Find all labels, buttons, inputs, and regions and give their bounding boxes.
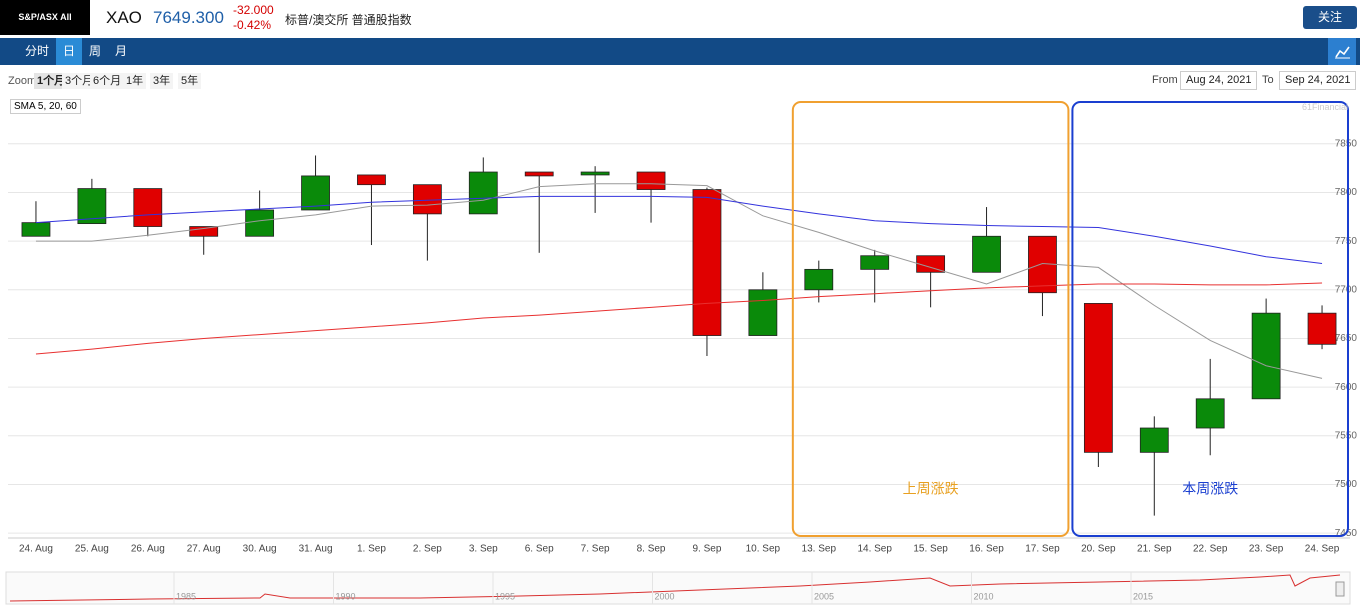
- candle-body: [580, 171, 610, 176]
- y-tick-label: 7500: [1335, 479, 1358, 490]
- follow-button[interactable]: 关注: [1303, 6, 1357, 29]
- y-tick-label: 7850: [1335, 138, 1358, 149]
- candle-body: [692, 189, 722, 336]
- y-tick-label: 7550: [1335, 430, 1358, 441]
- candle-body: [916, 255, 946, 273]
- tab[interactable]: 分时: [24, 44, 49, 58]
- candle-body: [1083, 303, 1113, 453]
- icon: [1335, 46, 1350, 59]
- candle-body: [860, 255, 890, 270]
- x-tick-label: 10. Sep: [746, 544, 781, 555]
- annotation-text: 本周涨跌: [1182, 481, 1238, 497]
- candle-body: [301, 175, 330, 211]
- x-tick-label: 7. Sep: [581, 544, 610, 555]
- x-tick-label: 27. Aug: [187, 544, 221, 555]
- y-tick-label: 7650: [1335, 333, 1358, 344]
- zoom-button[interactable]: 1年: [123, 73, 147, 89]
- sma-line: [35, 195, 1323, 265]
- indicator-label: SMA 5, 20, 60: [10, 99, 81, 114]
- tab[interactable]: 月: [114, 44, 127, 58]
- annotation-box: [791, 101, 1070, 537]
- x-tick-label: 2. Sep: [413, 544, 442, 555]
- y-tick-label: 7700: [1335, 284, 1358, 295]
- navigator-label: 2015: [1133, 591, 1153, 601]
- x-tick-label: 31. Aug: [299, 544, 333, 555]
- navigator-handle[interactable]: [1335, 581, 1345, 597]
- navigator-label: 2005: [814, 591, 834, 601]
- candle-body: [1195, 398, 1225, 429]
- x-tick-label: 30. Aug: [243, 544, 277, 555]
- y-tick-label: 7800: [1335, 187, 1358, 198]
- x-tick-label: 17. Sep: [1025, 544, 1060, 555]
- navigator-label: 1995: [495, 591, 515, 601]
- navigator-label: 2000: [654, 591, 674, 601]
- x-tick-label: 21. Sep: [1137, 544, 1172, 555]
- sma-line: [35, 183, 1323, 379]
- candle-body: [245, 209, 275, 237]
- zoom-button[interactable]: 3年: [150, 73, 174, 89]
- zoom-button[interactable]: 5年: [178, 73, 202, 89]
- zoom-label: Zoom: [8, 75, 37, 87]
- candle-body: [133, 188, 163, 227]
- x-tick-label: 22. Sep: [1193, 544, 1228, 555]
- candle-body: [748, 289, 778, 336]
- to-date[interactable]: Sep 24, 2021: [1279, 71, 1357, 90]
- zoom-button[interactable]: 1个月: [34, 73, 69, 89]
- candle-body: [357, 174, 386, 186]
- x-tick-label: 24. Sep: [1305, 544, 1340, 555]
- change-pct: -0.42%: [233, 18, 272, 32]
- annotation-text: 上周涨跌: [903, 481, 959, 497]
- x-tick-label: 3. Sep: [469, 544, 498, 555]
- x-tick-label: 25. Aug: [75, 544, 109, 555]
- tab[interactable]: 周: [88, 44, 101, 58]
- full-name: 标普/澳交所 普通股指数: [285, 13, 412, 27]
- x-tick-label: 15. Sep: [913, 544, 948, 555]
- x-tick-label: 23. Sep: [1249, 544, 1284, 555]
- candle-body: [524, 171, 554, 177]
- x-tick-label: 16. Sep: [969, 544, 1004, 555]
- candle-body: [21, 222, 51, 237]
- tab[interactable]: 日: [56, 38, 82, 65]
- watermark: 61Financial: [1302, 102, 1349, 112]
- change: -32.000: [233, 3, 274, 17]
- navigator-label: 2010: [973, 591, 993, 601]
- candle-body: [972, 235, 1001, 273]
- from-label: From: [1152, 74, 1178, 86]
- x-tick-label: 9. Sep: [692, 544, 721, 555]
- y-tick-label: 7600: [1335, 382, 1358, 393]
- x-tick-label: 13. Sep: [802, 544, 837, 555]
- candle-body: [412, 184, 442, 215]
- x-tick-label: 20. Sep: [1081, 544, 1116, 555]
- x-tick-label: 26. Aug: [131, 544, 165, 555]
- x-tick-label: 14. Sep: [857, 544, 892, 555]
- candle-body: [468, 171, 498, 215]
- candle-body: [636, 171, 666, 190]
- annotation-box: [1071, 101, 1349, 537]
- candle-body: [1251, 312, 1281, 400]
- zoom-button[interactable]: 6个月: [90, 73, 125, 89]
- chart-icon[interactable]: [1328, 38, 1356, 65]
- y-tick-label: 7750: [1335, 236, 1358, 247]
- symbol: XAO: [106, 8, 142, 27]
- zoom-button[interactable]: 3个月: [62, 73, 97, 89]
- nav-bar: [0, 38, 1360, 65]
- x-tick-label: 1. Sep: [357, 544, 386, 555]
- x-tick-label: 6. Sep: [525, 544, 554, 555]
- from-date[interactable]: Aug 24, 2021: [1180, 71, 1258, 90]
- navigator-label: 1990: [335, 591, 355, 601]
- candle-body: [1307, 312, 1337, 345]
- candle-body: [189, 226, 219, 237]
- candle-body: [804, 268, 834, 291]
- to-label: To: [1262, 74, 1274, 86]
- navigator-label: 1985: [176, 591, 196, 601]
- x-tick-label: 24. Aug: [19, 544, 53, 555]
- price: 7649.300: [153, 8, 224, 27]
- x-tick-label: 8. Sep: [637, 544, 666, 555]
- navigator-line: [9, 574, 1341, 602]
- sma-line: [35, 282, 1323, 355]
- candle-body: [1139, 427, 1169, 453]
